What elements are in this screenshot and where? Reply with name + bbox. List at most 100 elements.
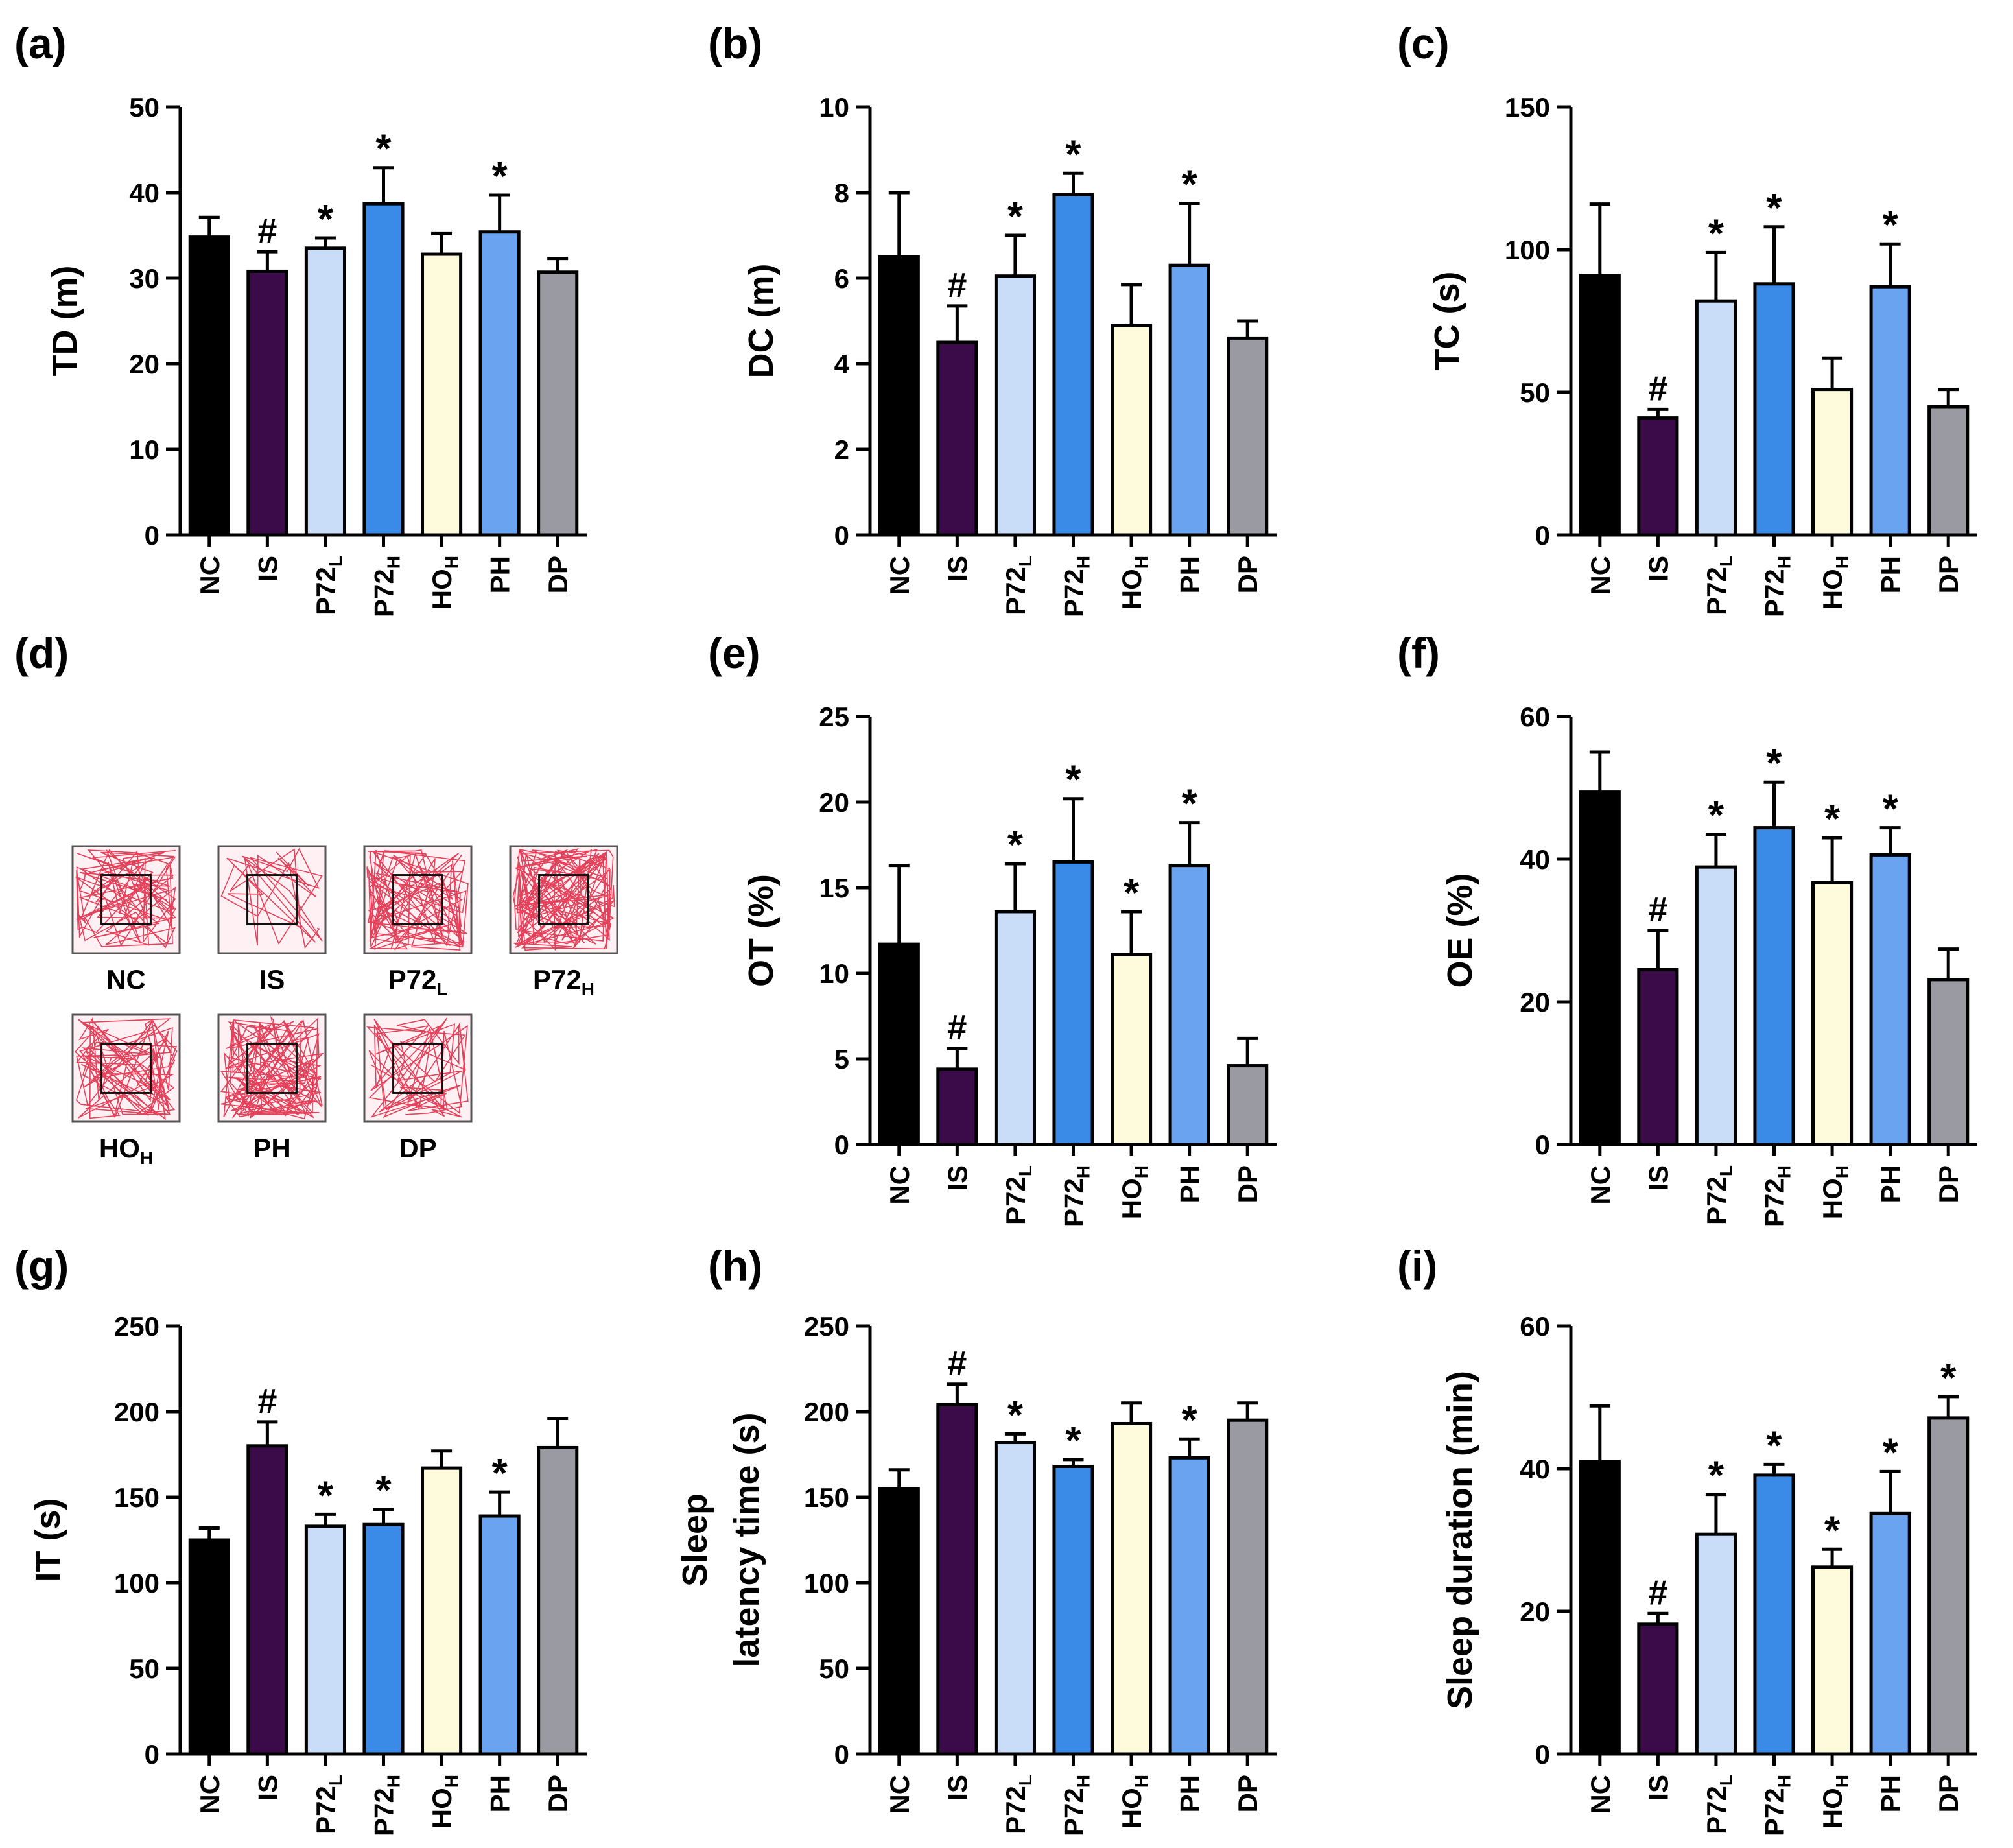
- category-label-b-1: IS: [942, 556, 972, 582]
- arena-track-0: [75, 849, 176, 949]
- bar-c-4: [1811, 388, 1854, 537]
- category-label-b-4: HOH: [1116, 556, 1151, 610]
- sig-mark-g-5: *: [492, 1451, 508, 1496]
- category-label-a-6: DP: [543, 556, 573, 593]
- sig-mark-b-2: *: [1007, 195, 1024, 239]
- bar-i-5: [1869, 1511, 1911, 1756]
- sig-mark-c-2: *: [1708, 211, 1725, 256]
- arena-track-3: [512, 848, 615, 951]
- category-label-a-0: NC: [194, 556, 225, 595]
- bar-g-3: [362, 1522, 405, 1756]
- bar-f-5: [1869, 853, 1911, 1146]
- category-label-g-3: P72H: [369, 1775, 404, 1836]
- bar-a-3: [362, 202, 405, 537]
- category-label-h-2: P72L: [1000, 1775, 1035, 1834]
- sig-mark-g-1: #: [257, 1382, 277, 1421]
- arena-center-zone-4: [100, 1043, 152, 1094]
- category-label-c-3: P72H: [1760, 556, 1795, 617]
- bar-a-5: [478, 230, 521, 537]
- y-tick-label-a-5: 50: [129, 92, 159, 123]
- bar-a-1: [246, 269, 288, 537]
- sig-mark-f-3: *: [1766, 741, 1782, 786]
- bar-f-6: [1927, 978, 1970, 1146]
- y-tick-label-i-0: 0: [1535, 1739, 1550, 1770]
- y-tick-label-e-3: 15: [819, 873, 849, 903]
- bar-g-2: [304, 1524, 346, 1756]
- panel-label-c: (c): [1397, 19, 1450, 67]
- arena-1: IS: [217, 845, 327, 995]
- category-label-c-2: P72L: [1701, 556, 1736, 615]
- bar-g-4: [421, 1466, 463, 1756]
- category-label-g-1: IS: [252, 1775, 283, 1801]
- category-label-i-2: P72L: [1701, 1775, 1736, 1834]
- sig-mark-c-3: *: [1766, 186, 1782, 231]
- category-label-h-6: DP: [1232, 1775, 1263, 1812]
- category-label-b-5: PH: [1175, 556, 1205, 593]
- bar-e-5: [1168, 864, 1210, 1146]
- category-label-a-3: P72H: [369, 556, 404, 617]
- category-label-a-2: P72L: [311, 556, 346, 615]
- sig-mark-e-5: *: [1182, 782, 1198, 827]
- y-tick-label-h-4: 200: [804, 1397, 849, 1427]
- y-tick-label-g-0: 0: [145, 1739, 159, 1770]
- bar-f-3: [1753, 826, 1795, 1146]
- y-tick-label-i-1: 20: [1520, 1596, 1550, 1627]
- arena-track-5: [220, 1015, 324, 1120]
- sig-mark-i-6: *: [1940, 1356, 1957, 1401]
- category-label-i-6: DP: [1933, 1775, 1964, 1812]
- category-label-e-2: P72L: [1000, 1165, 1035, 1225]
- arena-6: DP: [363, 1013, 473, 1163]
- y-tick-label-e-1: 5: [834, 1044, 849, 1074]
- category-label-g-0: NC: [194, 1775, 225, 1814]
- y-axis-label-g: IT (s): [29, 1499, 67, 1582]
- category-label-f-6: DP: [1933, 1165, 1964, 1203]
- bar-h-1: [936, 1403, 978, 1756]
- y-tick-label-c-3: 150: [1505, 92, 1550, 123]
- arena-center-zone-5: [246, 1043, 298, 1094]
- y-tick-label-b-3: 6: [834, 263, 849, 294]
- category-label-i-0: NC: [1585, 1775, 1616, 1814]
- panel-i: (i) 0 20 40 60 Sleep duration (min) NC # IS * P72L…: [1397, 1242, 1977, 1836]
- panel-f: (f) 0 20 40 60 OE (%) NC # IS * P72L * P72H * HOH * PH DP: [1397, 629, 1977, 1227]
- category-label-i-4: HOH: [1817, 1775, 1852, 1829]
- y-tick-label-h-2: 100: [804, 1568, 849, 1598]
- sig-mark-e-1: #: [947, 1008, 967, 1047]
- sig-mark-a-2: *: [318, 197, 334, 242]
- bar-e-2: [994, 910, 1036, 1146]
- bar-c-2: [1695, 299, 1737, 537]
- bar-b-1: [936, 340, 978, 537]
- y-tick-label-h-1: 50: [819, 1653, 849, 1684]
- category-label-e-0: NC: [884, 1165, 915, 1205]
- category-label-b-0: NC: [884, 556, 915, 595]
- bar-b-6: [1227, 336, 1269, 537]
- panel-c: (c) 0 50 100 150 TC (s) NC # IS * P72L * P72H HOH * PH D…: [1397, 19, 1977, 617]
- bar-c-0: [1579, 274, 1621, 537]
- category-label-f-4: HOH: [1817, 1165, 1852, 1219]
- panel-g: (g) 0 50 100 150 200 250 IT (s) NC # IS * P72L * P72H H…: [14, 1242, 587, 1836]
- y-tick-label-c-0: 0: [1535, 520, 1550, 551]
- arena-center-zone-3: [538, 874, 589, 925]
- sig-mark-h-1: #: [947, 1344, 967, 1383]
- arena-center-zone-2: [392, 874, 443, 925]
- panel-label-b: (b): [708, 19, 762, 67]
- category-label-g-6: DP: [543, 1775, 573, 1812]
- bar-i-0: [1579, 1460, 1621, 1756]
- category-label-b-2: P72L: [1000, 556, 1035, 615]
- arena-center-zone-1: [246, 874, 298, 925]
- panel-b: (b) 0 2 4 6 8 10 DC (m) NC # IS * P72L * P72H HOH * PH DP: [708, 19, 1277, 617]
- category-label-e-5: PH: [1175, 1165, 1205, 1203]
- y-axis-label2-h: latency time (s): [727, 1412, 766, 1667]
- arena-label-1: IS: [259, 964, 285, 995]
- bar-f-0: [1579, 790, 1621, 1146]
- bar-c-6: [1927, 405, 1970, 537]
- y-tick-label-b-1: 2: [834, 434, 849, 465]
- y-tick-label-g-5: 250: [114, 1311, 159, 1342]
- sig-mark-i-1: #: [1648, 1573, 1667, 1612]
- sig-mark-a-1: #: [257, 211, 277, 250]
- bar-f-4: [1811, 881, 1854, 1146]
- arena-label-2: P72L: [388, 964, 448, 999]
- sig-mark-b-5: *: [1182, 163, 1198, 207]
- sig-mark-f-5: *: [1883, 787, 1899, 832]
- bar-a-4: [421, 252, 463, 537]
